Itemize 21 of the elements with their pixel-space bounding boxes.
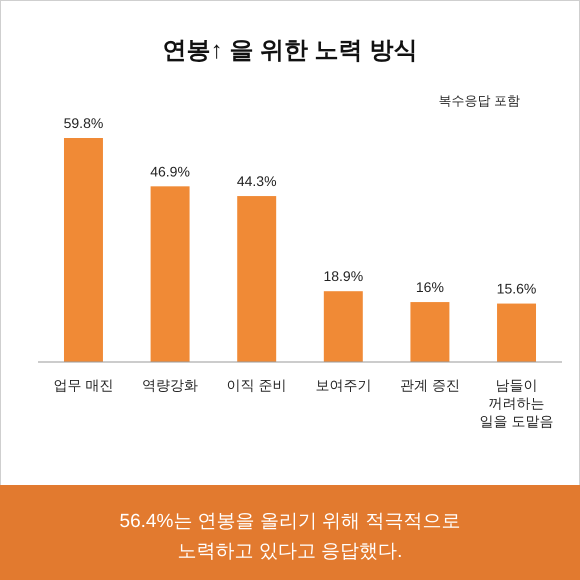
chart-subtitle: 복수응답 포함 bbox=[438, 93, 520, 108]
x-tick-label: 역량강화 bbox=[142, 377, 198, 393]
data-label: 46.9% bbox=[150, 163, 190, 180]
data-label: 18.9% bbox=[323, 268, 364, 284]
x-tick-label: 남들이 꺼려하는 일을 도맡음 bbox=[480, 377, 554, 429]
data-label: 59.8% bbox=[64, 115, 104, 131]
x-tick-label: 이직 준비 bbox=[226, 377, 287, 393]
x-tick-label: 업무 매진 bbox=[54, 377, 114, 393]
data-label: 15.6% bbox=[496, 280, 536, 297]
bar bbox=[410, 302, 450, 362]
text: 56.4%는 연봉을 올리기 위해 적극적으로 노력하고 있다고 응답했다. bbox=[120, 511, 460, 562]
bar bbox=[324, 291, 363, 362]
bar bbox=[237, 196, 276, 362]
chart-title: 연봉↑ 을 위한 노력 방식 bbox=[162, 37, 418, 64]
bar bbox=[497, 304, 536, 362]
x-tick-label: 보여주기 bbox=[315, 377, 372, 393]
data-label: 44.3% bbox=[236, 173, 277, 190]
bar bbox=[64, 138, 103, 362]
data-label: 16% bbox=[416, 279, 444, 296]
x-tick-label: 관계 증진 bbox=[400, 377, 460, 393]
bar bbox=[150, 186, 190, 362]
